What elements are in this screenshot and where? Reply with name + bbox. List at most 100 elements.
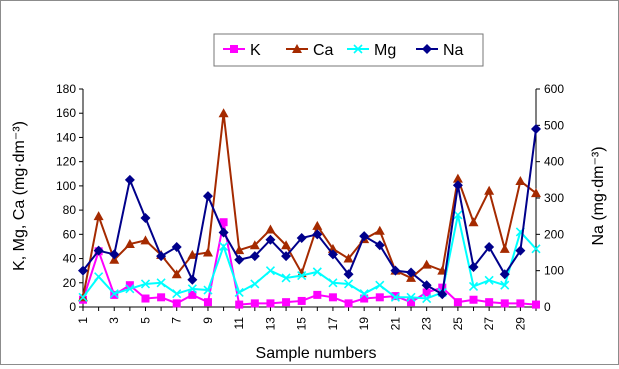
data-point-k [282, 298, 291, 307]
data-point-na [406, 267, 417, 278]
x-tick-label: 23 [420, 317, 434, 331]
data-point-ca [515, 176, 526, 186]
axes: 0 20 40 60 80 100 120 140 160 180 0 100 200 300 400 500… [56, 82, 564, 330]
series-group [78, 108, 541, 309]
x-tick-label: 13 [263, 317, 277, 331]
data-point-na [312, 229, 323, 240]
legend-marker-na [422, 44, 432, 54]
data-point-k [125, 281, 134, 290]
data-point-ca [421, 259, 432, 269]
data-point-na [484, 242, 495, 253]
legend-label-k: K [250, 42, 261, 59]
data-point-ca [343, 253, 354, 263]
y-right-tick-label: 0 [544, 300, 551, 314]
data-point-ca [202, 247, 213, 257]
legend-label-ca: Ca [313, 42, 334, 59]
data-point-k [266, 299, 275, 308]
x-tick-label: 11 [232, 317, 246, 330]
data-point-mg [203, 285, 213, 295]
x-tick-label: 5 [138, 317, 152, 324]
y-right-tick-label: 200 [544, 227, 564, 241]
x-tick-label: 19 [357, 317, 371, 331]
legend-marker-ca [292, 44, 302, 53]
data-point-ca [312, 220, 323, 230]
data-point-k [141, 294, 150, 303]
data-point-k [250, 299, 259, 308]
data-point-mg [328, 278, 338, 288]
data-point-mg [500, 280, 510, 290]
data-point-k [172, 299, 181, 308]
data-point-k [360, 294, 369, 303]
data-point-k [297, 296, 306, 305]
data-point-mg [234, 287, 244, 298]
data-point-mg [531, 244, 541, 254]
data-point-k [110, 290, 119, 299]
y-right-tick-label: 600 [544, 82, 564, 96]
data-point-ca [249, 240, 260, 250]
data-point-mg [156, 278, 166, 288]
data-point-na [93, 245, 104, 256]
data-point-na [202, 191, 213, 202]
data-point-mg [109, 289, 119, 299]
data-point-k [485, 298, 494, 307]
data-point-na [218, 227, 229, 238]
y-axis-label-left: K, Mg, Ca (mg·dm⁻³) [11, 121, 28, 271]
data-point-mg [219, 241, 229, 252]
data-point-ca [171, 269, 182, 279]
data-point-ca [468, 217, 479, 227]
data-point-k [516, 299, 525, 308]
x-tick-label: 9 [201, 317, 215, 324]
y-left-tick-label: 80 [63, 203, 77, 217]
x-tick-label: 21 [388, 317, 402, 331]
data-point-na [249, 251, 260, 262]
data-point-na [187, 274, 198, 285]
data-point-ca [265, 224, 276, 234]
data-point-k [313, 290, 322, 299]
data-point-na [327, 249, 338, 260]
data-point-na [390, 265, 401, 276]
data-point-na [531, 123, 541, 134]
y-axis-label-right: Na (mg·dm⁻³) [590, 146, 607, 245]
data-point-mg [359, 289, 369, 299]
x-axis-label: Sample numbers [256, 345, 377, 362]
legend-label-na: Na [443, 42, 464, 59]
y-left-tick-label: 40 [63, 252, 77, 266]
data-point-k [328, 293, 337, 302]
legend-marker-k [230, 45, 238, 53]
data-point-mg [125, 284, 135, 294]
data-point-ca [124, 239, 135, 249]
data-point-ca [234, 245, 245, 255]
data-point-k [453, 298, 462, 307]
y-right-tick-label: 100 [544, 264, 564, 278]
data-point-ca [218, 108, 229, 118]
data-point-na [234, 254, 245, 265]
data-point-na [109, 249, 120, 260]
y-left-tick-label: 60 [63, 227, 77, 241]
y-left-tick-label: 0 [69, 300, 76, 314]
y-left-tick-label: 100 [56, 179, 76, 193]
data-point-mg [343, 279, 354, 289]
data-point-k [422, 288, 431, 297]
data-point-na [171, 242, 182, 253]
data-point-mg [453, 210, 463, 220]
data-point-mg [94, 272, 104, 282]
data-point-mg [172, 289, 182, 299]
data-point-na [156, 251, 167, 262]
x-tick-label: 3 [107, 317, 121, 324]
y-right-tick-label: 300 [544, 191, 564, 205]
data-point-k [235, 300, 244, 309]
legend-label-mg: Mg [374, 42, 396, 59]
data-point-k [469, 295, 478, 304]
data-point-mg [78, 292, 88, 302]
data-point-na [124, 174, 135, 185]
data-point-na [452, 180, 463, 191]
data-point-ca [281, 240, 292, 250]
y-right-tick-label: 400 [544, 155, 564, 169]
data-point-mg [390, 292, 400, 302]
data-point-na [359, 231, 370, 242]
data-point-na [281, 251, 292, 262]
data-point-na [437, 289, 448, 300]
legend: K Ca Mg Na [223, 42, 464, 59]
data-point-k [203, 298, 212, 307]
